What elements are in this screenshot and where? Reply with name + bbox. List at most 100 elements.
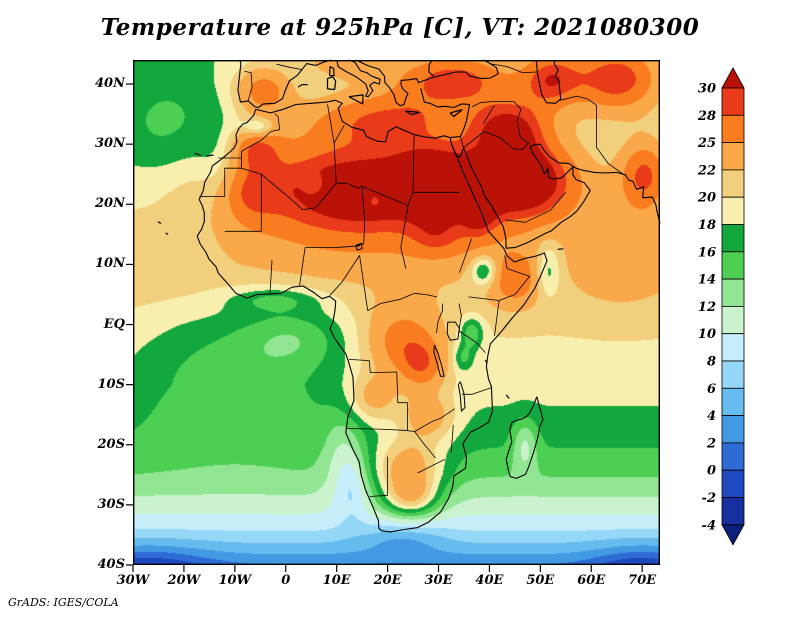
map-overlay-svg bbox=[126, 59, 661, 572]
border-path bbox=[463, 131, 528, 150]
lakes bbox=[355, 242, 466, 412]
colorbar-segment bbox=[721, 142, 745, 171]
colorbar-label: -4 bbox=[702, 518, 716, 533]
coastline-path bbox=[505, 396, 544, 479]
colorbar-segment bbox=[721, 251, 745, 280]
coastline-path bbox=[356, 59, 499, 107]
colorbar-label: 8 bbox=[707, 355, 716, 370]
lat-tick-label: 10S bbox=[97, 376, 125, 392]
lake-path bbox=[433, 344, 445, 377]
colorbar-segment bbox=[721, 305, 745, 335]
island-path bbox=[484, 359, 488, 364]
island-path bbox=[557, 248, 564, 250]
colorbar-segment bbox=[721, 497, 745, 526]
colorbar-label: 18 bbox=[698, 218, 716, 233]
colorbar-label: 14 bbox=[698, 273, 716, 288]
colorbar-label: 16 bbox=[698, 245, 716, 260]
border-path bbox=[468, 296, 500, 336]
border-path bbox=[459, 238, 472, 273]
island-path bbox=[206, 154, 214, 157]
island-path bbox=[297, 84, 308, 88]
lake-path bbox=[446, 321, 460, 341]
colorbar-segment bbox=[721, 278, 745, 307]
border-path bbox=[345, 428, 415, 432]
lon-tick-label: 20E bbox=[373, 573, 402, 588]
border-path bbox=[199, 157, 242, 197]
border-path bbox=[417, 458, 446, 474]
lat-tick-label: EQ bbox=[103, 316, 125, 332]
coastline-path bbox=[237, 59, 332, 109]
lon-tick-label: 30E bbox=[424, 573, 453, 588]
colorbar-label: 0 bbox=[707, 464, 716, 479]
lat-tick-label: 30N bbox=[95, 136, 125, 152]
colorbar-label: 6 bbox=[707, 382, 716, 397]
lat-tick-label: 20N bbox=[95, 196, 125, 212]
island-path bbox=[405, 110, 421, 116]
border-path bbox=[269, 260, 273, 294]
border-path bbox=[327, 104, 337, 184]
lon-tick-label: 10W bbox=[218, 573, 252, 588]
border-path bbox=[458, 330, 486, 354]
colorbar-label: 10 bbox=[698, 327, 716, 342]
border-path bbox=[471, 101, 514, 108]
island-path bbox=[348, 94, 364, 105]
border-path bbox=[367, 292, 438, 312]
plot-frame bbox=[132, 59, 660, 566]
border-path bbox=[369, 456, 388, 497]
colorbar-segment bbox=[721, 360, 745, 389]
border-path bbox=[356, 186, 366, 246]
chart-title: Temperature at 925hPa [C], VT: 202108030… bbox=[100, 14, 700, 41]
colorbar-segment bbox=[721, 415, 745, 444]
border-path bbox=[461, 387, 492, 395]
lake-path bbox=[355, 242, 363, 251]
island-path bbox=[326, 76, 337, 91]
border-path bbox=[436, 303, 443, 333]
border-path bbox=[276, 63, 303, 70]
border-path bbox=[305, 245, 361, 248]
colorbar-arrow-bottom bbox=[721, 524, 745, 546]
lake-path bbox=[457, 381, 466, 412]
border-path bbox=[261, 173, 409, 211]
border-path bbox=[560, 95, 597, 106]
colorbar-segment bbox=[721, 169, 745, 198]
colorbar-label: 30 bbox=[698, 82, 716, 97]
lat-tick-label: 30S bbox=[97, 496, 125, 512]
lat-tick-label: 40S bbox=[97, 557, 125, 572]
island-path bbox=[449, 109, 463, 118]
colorbar-label: 25 bbox=[697, 136, 716, 151]
border-path bbox=[412, 134, 460, 193]
coastline-path bbox=[428, 59, 435, 77]
coastline-path bbox=[196, 99, 548, 533]
lon-tick-label: 0 bbox=[281, 573, 291, 588]
lon-tick-label: 60E bbox=[577, 573, 606, 588]
lat-tick-label: 40N bbox=[95, 76, 125, 92]
lat-tick-label: 10N bbox=[95, 256, 125, 272]
colorbar-arrow-top bbox=[721, 67, 745, 89]
colorbar: 30 28 25 22 20 18 16 14 12 10 8 6 4 2 0 -2 -4 bbox=[697, 60, 800, 565]
colorbar-label: 20 bbox=[697, 191, 716, 206]
border-path bbox=[348, 359, 408, 431]
colorbar-segment bbox=[721, 333, 745, 362]
colorbar-segment bbox=[721, 196, 745, 225]
border-path bbox=[489, 63, 537, 73]
border-path bbox=[244, 71, 253, 102]
border-path bbox=[224, 167, 262, 232]
temperature-field-canvas bbox=[133, 60, 660, 565]
border-path bbox=[482, 104, 495, 124]
colorbar-segment bbox=[721, 469, 745, 498]
border-path bbox=[513, 101, 530, 145]
lon-tick-label: 30W bbox=[116, 573, 150, 588]
lon-tick-label: 70E bbox=[628, 573, 657, 588]
coastline-path bbox=[451, 143, 661, 249]
lon-tick-label: 40E bbox=[475, 573, 504, 588]
colorbar-label: 22 bbox=[697, 163, 716, 178]
island-path bbox=[328, 66, 335, 77]
lon-tick-label: 10E bbox=[322, 573, 351, 588]
border-path bbox=[596, 105, 624, 175]
island-path bbox=[157, 221, 162, 225]
islands bbox=[157, 66, 564, 399]
axis-ticks bbox=[126, 83, 643, 572]
coastlines bbox=[196, 59, 661, 533]
colorbar-label: 12 bbox=[698, 300, 716, 315]
